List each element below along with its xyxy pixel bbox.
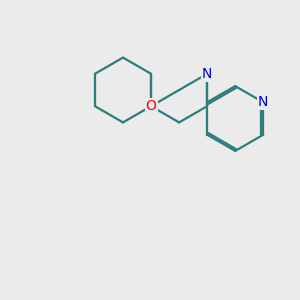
Text: N: N	[258, 95, 268, 109]
Text: N: N	[202, 67, 212, 81]
Text: O: O	[146, 99, 157, 113]
